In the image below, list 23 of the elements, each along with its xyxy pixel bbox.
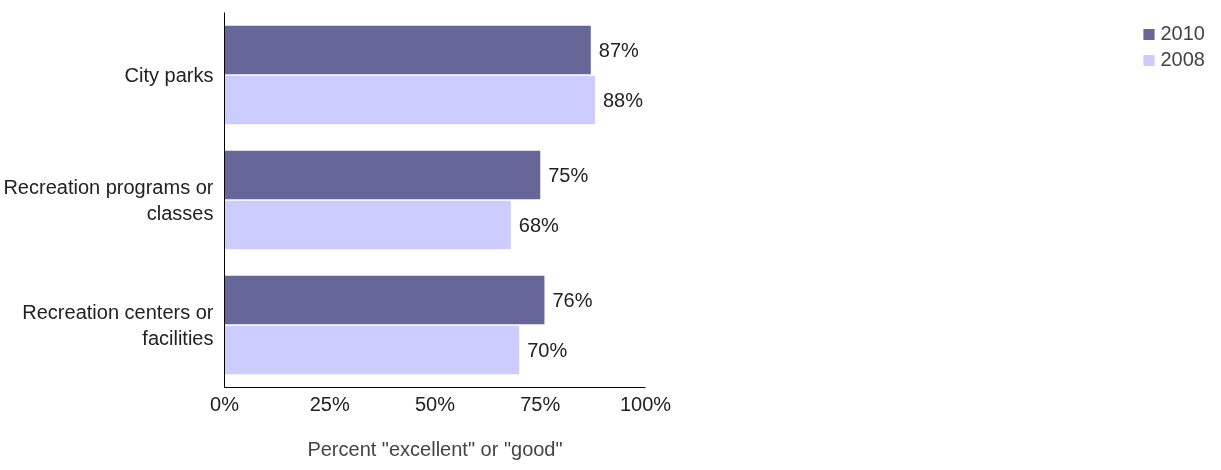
x-axis-title: Percent "excellent" or "good": [307, 437, 563, 460]
data-label: 88%: [602, 89, 644, 111]
bar: [224, 275, 545, 325]
y-tick-label: Recreation centers or facilities: [22, 300, 214, 350]
y-tick-label: Recreation programs or classes: [3, 175, 214, 225]
data-label: 68%: [518, 214, 560, 236]
x-tick-label: 50%: [414, 392, 456, 415]
x-tick-label: 25%: [309, 392, 350, 415]
bar: [224, 150, 541, 200]
x-tick-label: 0%: [210, 392, 240, 415]
x-tick-label: 100%: [619, 392, 672, 415]
data-label: 76%: [552, 289, 593, 311]
x-tick-label: 75%: [520, 392, 561, 415]
data-label: 87%: [598, 39, 640, 61]
y-tick-label: City parks: [124, 64, 214, 86]
bar: [224, 75, 595, 125]
legend-label: 2008: [1160, 48, 1205, 71]
bar: [224, 325, 520, 375]
bar: [224, 25, 591, 75]
data-label: 70%: [527, 339, 568, 361]
bar: [224, 200, 511, 250]
data-label: 75%: [548, 164, 589, 186]
legend-label: 2010: [1160, 22, 1205, 45]
